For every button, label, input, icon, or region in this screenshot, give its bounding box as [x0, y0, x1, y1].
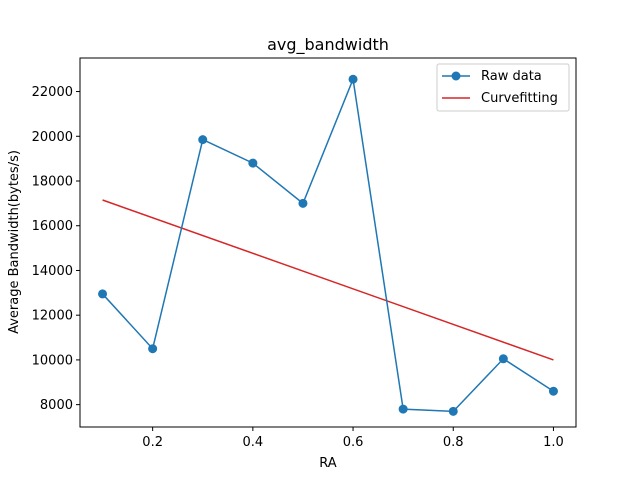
data-point-raw-data — [448, 406, 458, 416]
x-tick-label: 0.4 — [243, 435, 264, 450]
data-point-raw-data — [398, 404, 408, 414]
x-tick-label: 0.6 — [343, 435, 364, 450]
data-point-raw-data — [548, 386, 558, 396]
x-axis-label: RA — [319, 456, 337, 471]
data-point-raw-data — [148, 344, 158, 354]
y-axis-label: Average Bandwidth(bytes/s) — [7, 150, 22, 334]
y-tick-label: 14000 — [32, 264, 73, 279]
x-tick-label: 0.2 — [142, 435, 163, 450]
y-tick-label: 16000 — [32, 219, 73, 234]
y-tick-label: 18000 — [32, 175, 73, 190]
legend: Raw data Curvefitting — [436, 63, 570, 112]
plot-area — [79, 57, 577, 428]
data-point-raw-data — [198, 135, 208, 145]
y-tick-label: 8000 — [40, 398, 73, 413]
y-tick-label: 10000 — [32, 353, 73, 368]
data-point-raw-data — [98, 289, 108, 299]
y-tick-label: 12000 — [32, 309, 73, 324]
x-tick-label: 0.8 — [443, 435, 464, 450]
y-tick-label: 20000 — [32, 130, 73, 145]
series-line-curvefitting — [102, 199, 554, 361]
data-point-raw-data — [498, 354, 508, 364]
legend-marker-raw-data — [451, 71, 461, 81]
data-point-raw-data — [298, 198, 308, 208]
y-tick-label: 22000 — [32, 85, 73, 100]
x-axis: 0.2 0.4 0.6 0.8 1.0 — [142, 427, 564, 450]
chart-title: avg_bandwidth — [267, 35, 389, 55]
data-point-raw-data — [248, 158, 258, 168]
y-axis: 8000 10000 12000 14000 16000 18000 20000 22000 — [32, 85, 80, 413]
series-line-raw-data — [101, 76, 554, 413]
data-point-raw-data — [348, 74, 358, 84]
x-tick-label: 1.0 — [543, 435, 564, 450]
legend-label-curvefitting: Curvefitting — [481, 91, 558, 106]
series-layer — [98, 74, 558, 416]
legend-label-raw-data: Raw data — [481, 69, 542, 84]
